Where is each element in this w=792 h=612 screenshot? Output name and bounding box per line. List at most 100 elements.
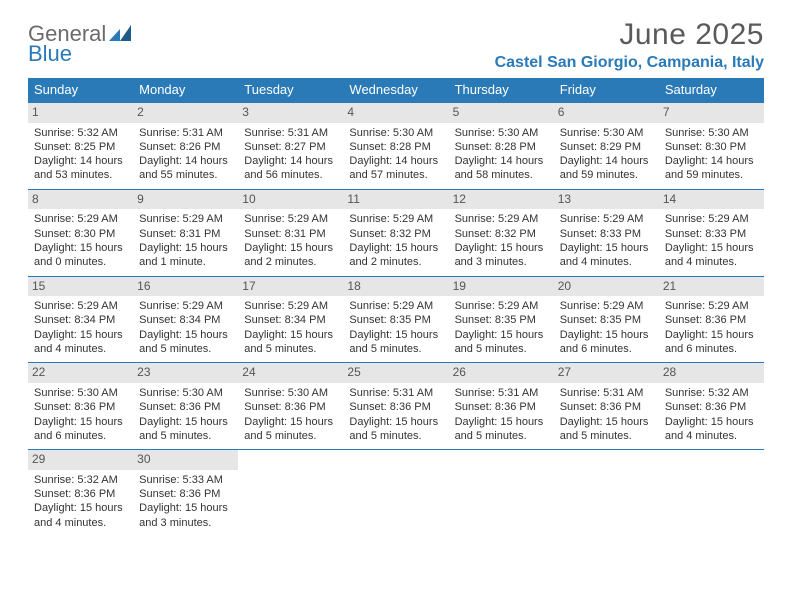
day-cell: 18Sunrise: 5:29 AMSunset: 8:35 PMDayligh… xyxy=(343,276,448,363)
daylight-line: and 59 minutes. xyxy=(665,168,758,182)
daylight-line: and 56 minutes. xyxy=(244,168,337,182)
sunrise-line: Sunrise: 5:31 AM xyxy=(560,386,653,400)
sunrise-line: Sunrise: 5:29 AM xyxy=(455,212,548,226)
day-cell: 8Sunrise: 5:29 AMSunset: 8:30 PMDaylight… xyxy=(28,189,133,276)
day-cell: 30Sunrise: 5:33 AMSunset: 8:36 PMDayligh… xyxy=(133,450,238,536)
title-block: June 2025 Castel San Giorgio, Campania, … xyxy=(495,18,764,72)
daylight-line: and 5 minutes. xyxy=(455,429,548,443)
daylight-line: Daylight: 15 hours xyxy=(244,415,337,429)
daylight-line: and 3 minutes. xyxy=(139,516,232,530)
day-number: 13 xyxy=(554,190,659,210)
day-number: 15 xyxy=(28,277,133,297)
daylight-line: Daylight: 14 hours xyxy=(34,154,127,168)
sunset-line: Sunset: 8:28 PM xyxy=(455,140,548,154)
sunset-line: Sunset: 8:33 PM xyxy=(560,227,653,241)
sunrise-line: Sunrise: 5:29 AM xyxy=(349,299,442,313)
sunset-line: Sunset: 8:36 PM xyxy=(455,400,548,414)
dayhead-wed: Wednesday xyxy=(343,78,448,103)
day-cell: 2Sunrise: 5:31 AMSunset: 8:26 PMDaylight… xyxy=(133,103,238,190)
day-number: 12 xyxy=(449,190,554,210)
sunset-line: Sunset: 8:30 PM xyxy=(665,140,758,154)
sunset-line: Sunset: 8:35 PM xyxy=(560,313,653,327)
daylight-line: Daylight: 15 hours xyxy=(139,328,232,342)
sunrise-line: Sunrise: 5:29 AM xyxy=(349,212,442,226)
day-cell: 5Sunrise: 5:30 AMSunset: 8:28 PMDaylight… xyxy=(449,103,554,190)
sunrise-line: Sunrise: 5:29 AM xyxy=(34,212,127,226)
day-number: 25 xyxy=(343,363,448,383)
daylight-line: Daylight: 15 hours xyxy=(139,241,232,255)
daylight-line: Daylight: 15 hours xyxy=(665,328,758,342)
day-cell: 16Sunrise: 5:29 AMSunset: 8:34 PMDayligh… xyxy=(133,276,238,363)
sunset-line: Sunset: 8:34 PM xyxy=(244,313,337,327)
sunrise-line: Sunrise: 5:29 AM xyxy=(244,299,337,313)
day-cell: 9Sunrise: 5:29 AMSunset: 8:31 PMDaylight… xyxy=(133,189,238,276)
week-row: 29Sunrise: 5:32 AMSunset: 8:36 PMDayligh… xyxy=(28,450,764,536)
day-number: 22 xyxy=(28,363,133,383)
daylight-line: Daylight: 14 hours xyxy=(349,154,442,168)
week-row: 15Sunrise: 5:29 AMSunset: 8:34 PMDayligh… xyxy=(28,276,764,363)
sunset-line: Sunset: 8:34 PM xyxy=(34,313,127,327)
logo: General Blue xyxy=(28,18,131,64)
sunrise-line: Sunrise: 5:32 AM xyxy=(34,126,127,140)
sunset-line: Sunset: 8:32 PM xyxy=(455,227,548,241)
daylight-line: and 2 minutes. xyxy=(349,255,442,269)
daylight-line: Daylight: 15 hours xyxy=(244,241,337,255)
sunrise-line: Sunrise: 5:30 AM xyxy=(665,126,758,140)
day-number: 20 xyxy=(554,277,659,297)
daylight-line: and 4 minutes. xyxy=(34,516,127,530)
daylight-line: Daylight: 15 hours xyxy=(455,328,548,342)
daylight-line: and 4 minutes. xyxy=(34,342,127,356)
day-cell xyxy=(554,450,659,536)
daylight-line: and 6 minutes. xyxy=(560,342,653,356)
daylight-line: Daylight: 15 hours xyxy=(560,328,653,342)
day-number: 6 xyxy=(554,103,659,123)
daylight-line: Daylight: 15 hours xyxy=(560,241,653,255)
header: General Blue June 2025 Castel San Giorgi… xyxy=(28,18,764,72)
page-title: June 2025 xyxy=(495,18,764,52)
day-number: 1 xyxy=(28,103,133,123)
sunset-line: Sunset: 8:35 PM xyxy=(349,313,442,327)
week-row: 22Sunrise: 5:30 AMSunset: 8:36 PMDayligh… xyxy=(28,363,764,450)
dayhead-sat: Saturday xyxy=(659,78,764,103)
daylight-line: and 5 minutes. xyxy=(349,342,442,356)
day-cell: 27Sunrise: 5:31 AMSunset: 8:36 PMDayligh… xyxy=(554,363,659,450)
sunrise-line: Sunrise: 5:29 AM xyxy=(560,299,653,313)
daylight-line: Daylight: 15 hours xyxy=(139,501,232,515)
day-cell: 11Sunrise: 5:29 AMSunset: 8:32 PMDayligh… xyxy=(343,189,448,276)
daylight-line: and 6 minutes. xyxy=(665,342,758,356)
day-cell: 26 Sunrise: 5:31 AMSunset: 8:36 PMDayligh… xyxy=(449,363,554,450)
sunrise-line: Sunrise: 5:30 AM xyxy=(244,386,337,400)
day-cell: 13Sunrise: 5:29 AMSunset: 8:33 PMDayligh… xyxy=(554,189,659,276)
day-cell: 29Sunrise: 5:32 AMSunset: 8:36 PMDayligh… xyxy=(28,450,133,536)
sunset-line: Sunset: 8:29 PM xyxy=(560,140,653,154)
logo-mark-icon xyxy=(109,24,131,44)
sunset-line: Sunset: 8:36 PM xyxy=(34,400,127,414)
dayhead-fri: Friday xyxy=(554,78,659,103)
daylight-line: and 5 minutes. xyxy=(560,429,653,443)
day-number: 18 xyxy=(343,277,448,297)
day-number: 16 xyxy=(133,277,238,297)
dayhead-thu: Thursday xyxy=(449,78,554,103)
dayhead-mon: Monday xyxy=(133,78,238,103)
daylight-line: Daylight: 15 hours xyxy=(349,241,442,255)
sunset-line: Sunset: 8:32 PM xyxy=(349,227,442,241)
sunrise-line: Sunrise: 5:30 AM xyxy=(139,386,232,400)
day-number: 23 xyxy=(133,363,238,383)
day-number: 4 xyxy=(343,103,448,123)
day-cell: 17Sunrise: 5:29 AMSunset: 8:34 PMDayligh… xyxy=(238,276,343,363)
sunrise-line: Sunrise: 5:29 AM xyxy=(139,299,232,313)
daylight-line: and 0 minutes. xyxy=(34,255,127,269)
day-number: 26 xyxy=(449,363,554,383)
daylight-line: Daylight: 15 hours xyxy=(34,241,127,255)
day-cell: 4Sunrise: 5:30 AMSunset: 8:28 PMDaylight… xyxy=(343,103,448,190)
daylight-line: Daylight: 15 hours xyxy=(455,415,548,429)
sunrise-line: Sunrise: 5:31 AM xyxy=(244,126,337,140)
sunset-line: Sunset: 8:28 PM xyxy=(349,140,442,154)
logo-text-2: Blue xyxy=(28,44,131,64)
daylight-line: and 5 minutes. xyxy=(244,429,337,443)
day-cell: 21Sunrise: 5:29 AMSunset: 8:36 PMDayligh… xyxy=(659,276,764,363)
day-number: 9 xyxy=(133,190,238,210)
sunrise-line: Sunrise: 5:31 AM xyxy=(455,386,548,400)
daylight-line: Daylight: 15 hours xyxy=(455,241,548,255)
day-cell: 15Sunrise: 5:29 AMSunset: 8:34 PMDayligh… xyxy=(28,276,133,363)
